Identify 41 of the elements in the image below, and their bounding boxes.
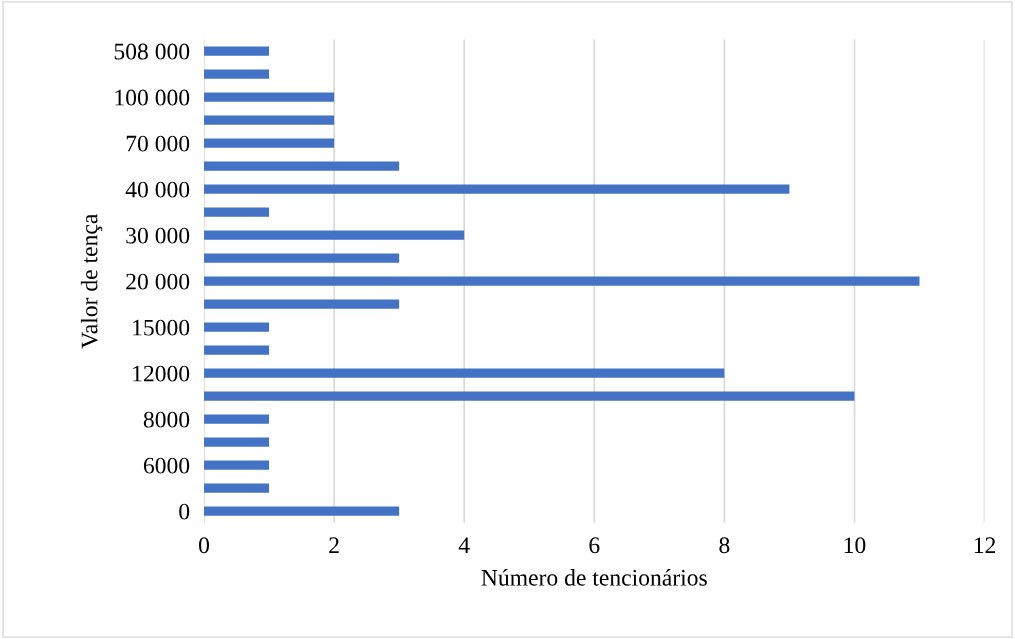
bar xyxy=(204,138,335,148)
y-tick-label: 70 000 xyxy=(126,135,190,152)
bar xyxy=(204,276,920,286)
x-tick-label: 6 xyxy=(589,537,600,554)
bar xyxy=(204,345,270,355)
x-tick-label: 0 xyxy=(199,537,210,554)
bar xyxy=(204,368,725,378)
x-tick-label: 2 xyxy=(329,537,339,553)
bar xyxy=(204,230,465,240)
y-tick-label: 15000 xyxy=(133,319,190,336)
bar xyxy=(204,299,400,309)
y-axis-title: Valor de tença xyxy=(80,213,103,349)
bar xyxy=(204,207,270,217)
y-tick-label: 6000 xyxy=(143,457,190,474)
y-tick-label: 30 000 xyxy=(126,227,190,244)
bar xyxy=(204,161,400,171)
x-tick-label: 12 xyxy=(974,537,996,553)
bar xyxy=(204,69,270,79)
x-tick-label: 8 xyxy=(719,537,730,554)
x-axis-title: Número de tencionários xyxy=(481,569,707,586)
bar xyxy=(204,92,335,102)
y-tick-label: 12000 xyxy=(133,365,190,382)
x-tick-label: 10 xyxy=(844,537,866,554)
bar xyxy=(204,483,270,493)
bar xyxy=(204,460,270,470)
y-tick-label: 508 000 xyxy=(114,43,190,60)
bar xyxy=(204,46,270,56)
bar xyxy=(204,506,400,516)
x-tick-label: 4 xyxy=(458,537,470,553)
y-tick-label: 8000 xyxy=(143,411,190,428)
bar xyxy=(204,391,855,401)
y-tick-label: 100 000 xyxy=(115,89,190,106)
y-tick-label: 0 xyxy=(179,503,190,520)
bar xyxy=(204,437,270,447)
bar xyxy=(204,253,400,263)
bar xyxy=(204,414,270,424)
bar xyxy=(204,184,790,194)
bar xyxy=(204,115,335,125)
bar xyxy=(204,322,270,332)
y-tick-label: 20 000 xyxy=(126,273,190,290)
y-tick-label: 40 000 xyxy=(125,181,190,198)
